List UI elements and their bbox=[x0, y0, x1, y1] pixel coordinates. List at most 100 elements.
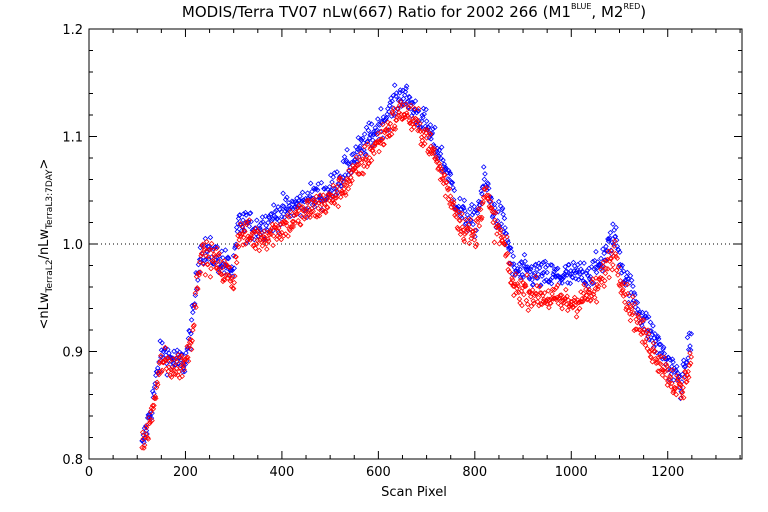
data-point bbox=[395, 112, 402, 119]
data-point bbox=[561, 299, 567, 306]
data-point bbox=[147, 418, 153, 425]
data-point bbox=[612, 238, 618, 244]
data-point bbox=[227, 264, 233, 271]
data-point bbox=[530, 281, 537, 288]
data-point bbox=[193, 304, 199, 311]
data-point bbox=[581, 281, 587, 288]
data-point bbox=[548, 300, 554, 307]
data-point bbox=[223, 261, 229, 267]
data-point bbox=[656, 341, 663, 348]
data-point bbox=[506, 268, 513, 275]
data-point bbox=[191, 302, 198, 308]
data-point bbox=[435, 152, 442, 159]
data-point bbox=[235, 244, 242, 250]
data-point bbox=[228, 276, 234, 282]
data-point bbox=[341, 186, 347, 192]
data-point bbox=[206, 246, 213, 252]
data-point bbox=[266, 215, 273, 221]
data-point bbox=[284, 222, 290, 229]
data-point bbox=[636, 326, 642, 333]
data-point bbox=[563, 301, 570, 307]
data-point bbox=[685, 374, 692, 381]
data-point bbox=[158, 369, 165, 375]
y-axis-label: <nLwTerraL2/nLwTerraL3:7DAY> bbox=[37, 159, 55, 330]
data-point bbox=[628, 303, 634, 310]
data-point bbox=[305, 205, 311, 211]
data-point bbox=[430, 148, 436, 154]
data-point bbox=[614, 255, 621, 262]
data-point bbox=[347, 181, 353, 188]
data-point bbox=[669, 380, 675, 387]
data-point bbox=[411, 124, 417, 130]
data-point bbox=[149, 410, 155, 416]
data-point bbox=[524, 301, 531, 308]
data-point bbox=[240, 234, 247, 241]
data-point bbox=[654, 359, 661, 366]
data-point bbox=[219, 264, 226, 271]
data-point bbox=[270, 233, 277, 239]
data-point bbox=[685, 368, 691, 375]
data-point bbox=[423, 135, 430, 141]
data-point bbox=[615, 264, 622, 270]
data-point bbox=[669, 367, 676, 373]
data-point bbox=[564, 272, 570, 278]
data-point bbox=[575, 276, 582, 283]
data-point bbox=[333, 195, 340, 201]
data-point bbox=[321, 201, 328, 207]
data-point bbox=[455, 209, 462, 215]
data-point bbox=[289, 198, 295, 204]
series-red bbox=[139, 98, 695, 451]
data-point bbox=[473, 227, 479, 234]
data-point bbox=[292, 220, 298, 226]
data-point bbox=[624, 281, 631, 288]
data-point bbox=[575, 297, 581, 303]
data-point bbox=[546, 304, 552, 311]
data-point bbox=[459, 224, 466, 230]
data-point bbox=[216, 253, 222, 259]
data-point bbox=[252, 245, 259, 252]
data-point bbox=[681, 364, 688, 370]
data-point bbox=[578, 289, 584, 295]
data-point bbox=[479, 214, 485, 221]
data-point bbox=[331, 200, 338, 207]
data-point bbox=[272, 208, 278, 215]
data-point bbox=[524, 264, 531, 270]
data-point bbox=[544, 269, 550, 276]
data-point bbox=[377, 140, 384, 146]
data-point bbox=[479, 191, 485, 197]
data-point bbox=[491, 239, 498, 246]
data-point bbox=[297, 222, 304, 228]
data-point bbox=[148, 409, 154, 415]
data-point bbox=[601, 278, 608, 284]
data-point bbox=[536, 265, 543, 271]
x-tick-label: 800 bbox=[462, 465, 487, 480]
data-point bbox=[606, 274, 612, 281]
data-point bbox=[433, 154, 439, 161]
data-point bbox=[487, 198, 494, 205]
data-point bbox=[578, 298, 585, 305]
data-point bbox=[436, 160, 442, 167]
data-point bbox=[279, 229, 285, 236]
data-point bbox=[562, 263, 569, 270]
data-point bbox=[215, 267, 221, 273]
data-point bbox=[280, 190, 286, 197]
data-point bbox=[286, 226, 293, 232]
data-point bbox=[509, 275, 515, 281]
data-point bbox=[638, 331, 644, 338]
data-point bbox=[363, 157, 369, 163]
data-point bbox=[188, 330, 194, 337]
data-point bbox=[442, 164, 449, 171]
data-point bbox=[146, 412, 152, 418]
data-point bbox=[661, 354, 668, 361]
data-point bbox=[431, 146, 437, 152]
data-point bbox=[183, 350, 189, 356]
data-point bbox=[601, 250, 607, 257]
data-point bbox=[357, 143, 363, 149]
data-point bbox=[171, 356, 178, 362]
data-point bbox=[221, 270, 227, 276]
data-point bbox=[366, 120, 372, 126]
data-point bbox=[220, 276, 227, 283]
data-point bbox=[436, 147, 442, 153]
data-point bbox=[621, 280, 627, 287]
data-point bbox=[667, 373, 673, 379]
